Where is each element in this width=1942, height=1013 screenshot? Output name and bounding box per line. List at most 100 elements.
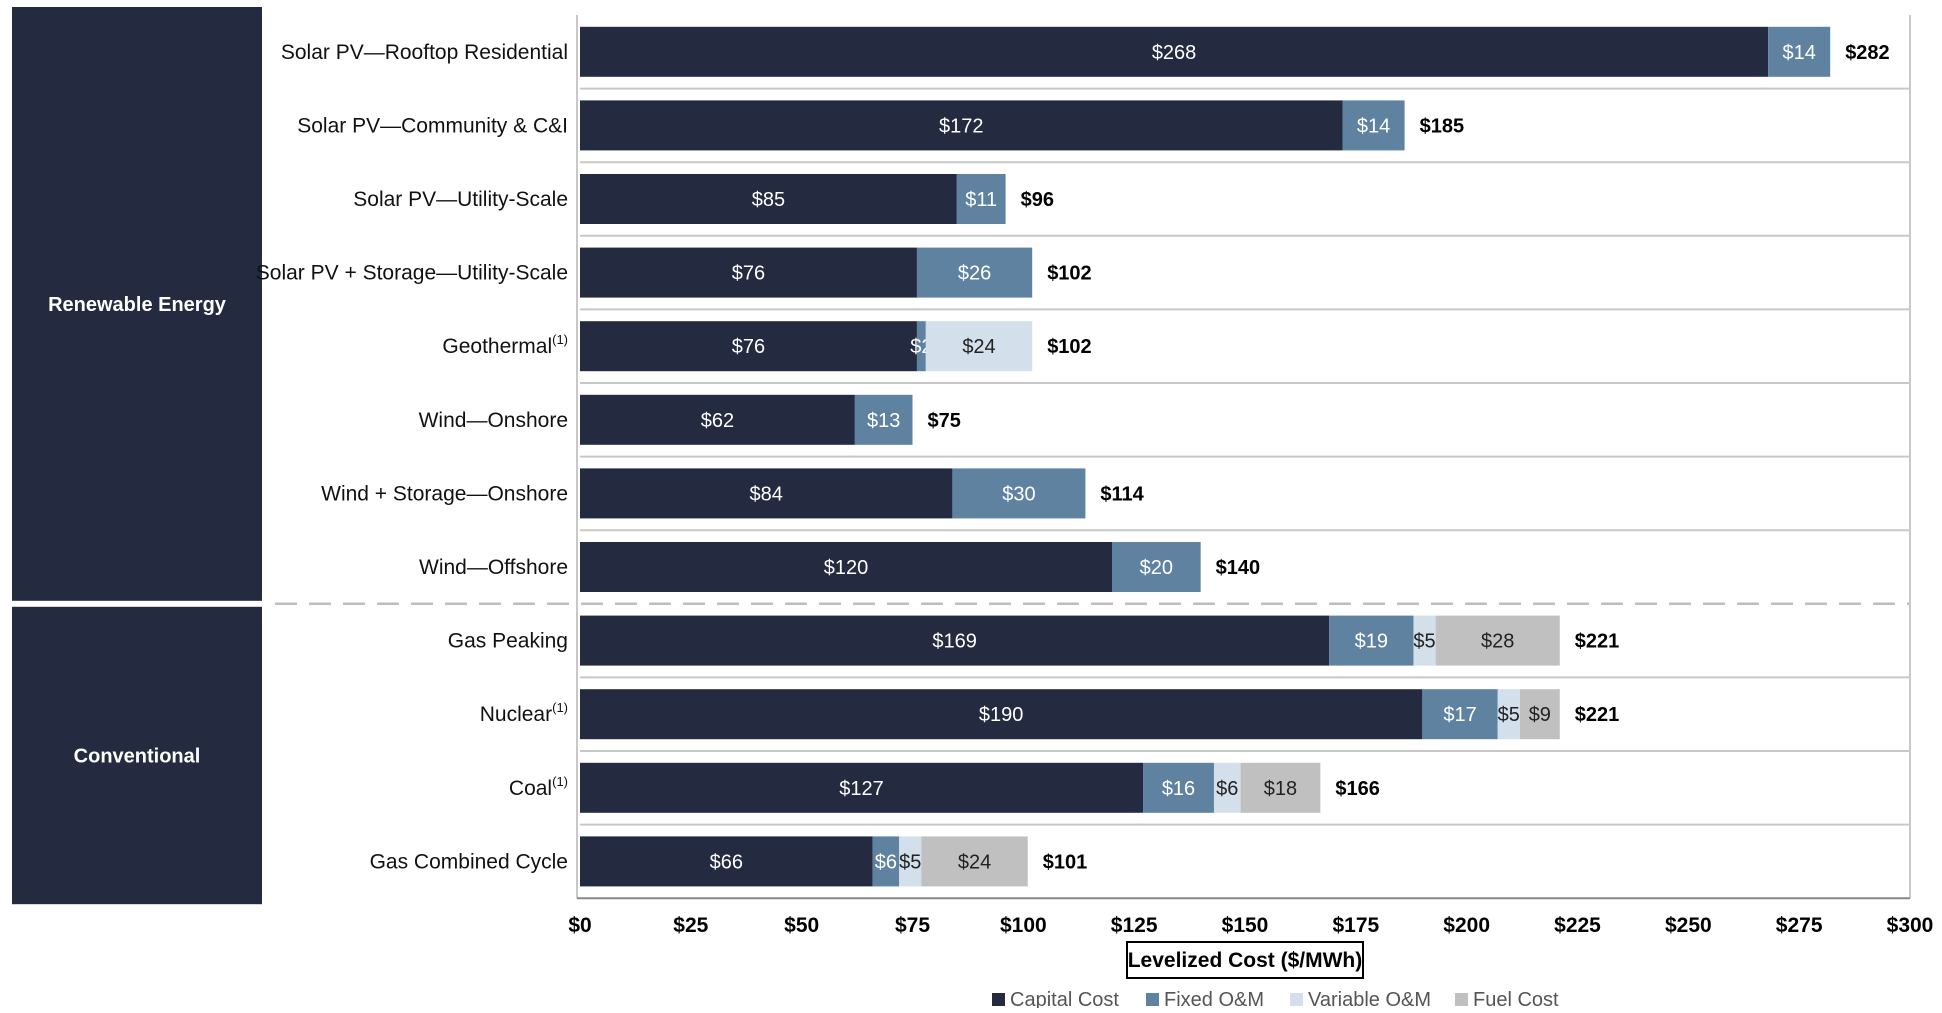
bar-segment-capital-cost [580,174,957,224]
bar-segment-fixed-o-m [916,247,1033,298]
bar-segment-capital-cost [580,689,1423,740]
total-label: $221 [1575,631,1620,653]
bar-row-nuclear: $190 $17 $5 $9 $221 [580,689,1620,740]
data-label-fixed-o-m: $11 [965,189,997,211]
category-name: Gas Combined Cycle [370,850,568,873]
x-tick-label: $25 [673,914,708,937]
x-tick-label: $50 [784,914,819,937]
bar-segment-capital-cost [580,247,917,298]
data-label-fixed-o-m: $17 [1443,704,1476,726]
x-tick-label: $225 [1554,914,1601,937]
bar-row-wind-storage-onshore: $84 $30 $114 [580,468,1145,519]
bar-segment-variable-o-m [1413,615,1436,666]
legend-swatch [1290,993,1303,1006]
bar-segment-capital-cost [580,321,917,372]
category-footnote: (1) [552,700,568,715]
data-label-fuel-cost: $28 [1481,631,1514,653]
category-name: Solar PV + Storage—Utility-Scale [256,262,568,285]
x-tick-label: $275 [1776,914,1823,937]
bar-segment-fixed-o-m [1768,26,1831,77]
bar-segment-fuel-cost [1435,615,1560,666]
x-tick-label: $250 [1665,914,1712,937]
x-tick-label: $150 [1222,914,1269,937]
bar-segment-capital-cost [580,542,1112,592]
data-label-fuel-cost: $18 [1264,778,1297,800]
data-label-fuel-cost: $24 [958,851,991,873]
bar-segment-capital-cost [580,26,1769,77]
group-label-renewable-energy: Renewable Energy [48,294,227,316]
data-label-fuel-cost: $9 [1529,704,1551,726]
bar-segment-fixed-o-m [1112,542,1201,592]
bar-segment-fuel-cost [1519,689,1560,740]
legend-swatch [1455,993,1468,1006]
bar-row-gas-combined-cycle: $66 $6 $5 $24 $101 [580,836,1088,887]
total-label: $221 [1575,704,1620,726]
group-panel-renewable-energy [12,7,262,601]
bar-segment-fuel-cost [1240,762,1321,813]
total-label: $102 [1047,263,1092,285]
data-label-fixed-o-m: $30 [1002,483,1035,505]
data-label-fixed-o-m: $20 [1140,557,1173,579]
data-label-variable-o-m: $5 [899,851,921,873]
legend-item-capital-cost: Capital Cost [992,989,1119,1011]
category-name: Wind—Offshore [419,556,568,579]
category-label-wind-offshore: Wind—Offshore [419,556,568,579]
bar-segment-fixed-o-m [952,468,1086,519]
total-label: $114 [1100,483,1144,505]
data-label-fixed-o-m: $19 [1355,631,1388,653]
data-label-fixed-o-m: $13 [867,410,900,432]
bar-segment-fixed-o-m [916,321,926,372]
total-label: $140 [1216,557,1261,579]
bar-segment-capital-cost [580,100,1343,151]
data-label-capital-cost: $62 [701,410,734,432]
x-tick-label: $100 [1000,914,1047,937]
legend-item-fixed-o-m: Fixed O&M [1146,989,1264,1011]
category-name: Geothermal [442,335,552,358]
legend-item-fuel-cost: Fuel Cost [1455,989,1559,1011]
bar-segment-fixed-o-m [1329,615,1414,666]
bar-area: $268 $14 $282 $172 $14 $185 $85 $11 $96 $76 $26 $10… [580,26,1890,887]
category-label-wind-storage-onshore: Wind + Storage—Onshore [321,482,568,505]
category-label-nuclear: Nuclear(1) [480,700,568,726]
data-label-capital-cost: $127 [839,778,884,800]
total-label: $102 [1047,336,1092,358]
data-label-capital-cost: $169 [932,631,977,653]
x-tick-label: $300 [1887,914,1934,937]
legend-swatch [1146,993,1159,1006]
legend-item-variable-o-m: Variable O&M [1290,989,1431,1011]
category-name: Wind + Storage—Onshore [321,482,568,505]
data-label-variable-o-m: $5 [1413,631,1435,653]
data-label-capital-cost: $85 [752,189,785,211]
data-label-variable-o-m: $6 [1216,778,1238,800]
bar-segment-fixed-o-m [956,174,1006,224]
legend-swatch [992,993,1005,1006]
bar-segment-capital-cost [580,762,1144,813]
bar-row-coal: $127 $16 $6 $18 $166 [580,762,1380,813]
data-label-fixed-o-m: $14 [1782,42,1815,64]
category-label-solar-pv-utility-scale: Solar PV—Utility-Scale [353,188,568,211]
data-label-fixed-o-m: $6 [875,851,897,873]
total-label: $185 [1420,115,1465,137]
bar-segment-fixed-o-m [872,836,900,887]
category-label-solar-pv-storage-utility-scale: Solar PV + Storage—Utility-Scale [256,262,568,285]
category-label-gas-peaking: Gas Peaking [448,630,568,653]
category-label-wind-onshore: Wind—Onshore [419,409,568,432]
total-label: $282 [1845,42,1890,64]
data-label-capital-cost: $120 [824,557,869,579]
data-label-fixed-o-m: $14 [1357,115,1390,137]
x-axis-title-box [1126,941,1364,979]
bar-row-solar-pv-storage-utility-scale: $76 $26 $102 [580,247,1092,298]
bar-segment-variable-o-m [899,836,922,887]
legend-label: Variable O&M [1308,989,1431,1008]
category-footnote: (1) [552,332,568,347]
bar-row-solar-pv-community-c-i: $172 $14 $185 [580,100,1465,151]
category-name: Wind—Onshore [419,409,568,432]
data-label-capital-cost: $172 [939,115,984,137]
total-label: $101 [1043,851,1088,873]
data-label-fixed-o-m: $16 [1162,778,1195,800]
category-name: Nuclear [480,703,552,726]
bar-segment-fixed-o-m [1143,762,1214,813]
x-tick-label: $0 [568,914,591,937]
category-label-solar-pv-community-c-i: Solar PV—Community & C&I [297,114,568,137]
